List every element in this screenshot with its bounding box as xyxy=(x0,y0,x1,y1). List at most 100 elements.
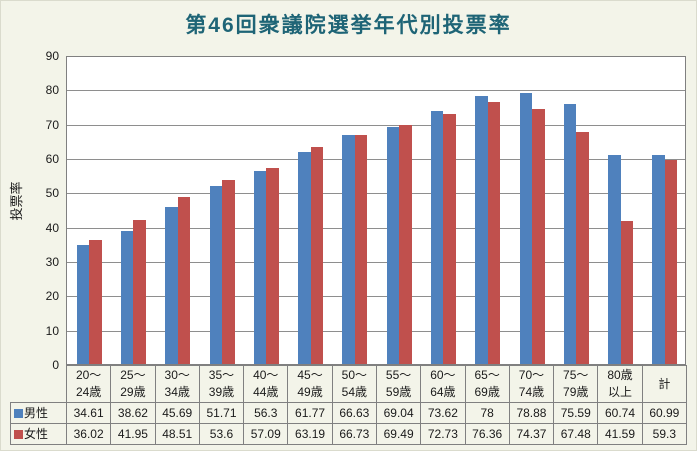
category-header-cell: 80歳 以上 xyxy=(597,365,643,403)
value-cell: 48.51 xyxy=(154,423,200,445)
value-cell: 41.95 xyxy=(110,423,156,445)
gridline xyxy=(67,193,685,195)
table-corner-cell xyxy=(11,366,67,403)
bar-female xyxy=(354,134,368,364)
bar-female xyxy=(487,101,501,364)
series-row: 男性 34.61 38.62 45.69 51.71 56.3 61.77 66.63 69.0… xyxy=(10,402,688,424)
gridline xyxy=(67,159,685,160)
bar-male xyxy=(608,155,621,364)
value-cell: 61.77 xyxy=(287,402,333,424)
bar-female xyxy=(133,219,146,364)
category-header-cell: 45〜 49歳 xyxy=(287,365,333,403)
value-cell: 41.59 xyxy=(597,423,643,445)
y-tick-label: 80 xyxy=(45,83,59,98)
y-tick-label: 40 xyxy=(45,220,59,235)
category-header-cell: 25〜 29歳 xyxy=(110,365,156,403)
value-cell: 67.48 xyxy=(553,423,599,445)
gridline xyxy=(67,90,685,92)
value-cell: 51.71 xyxy=(198,402,245,424)
bar-male xyxy=(120,231,134,364)
bar-male xyxy=(298,151,311,364)
bar-female xyxy=(177,197,191,364)
bar-male xyxy=(430,111,444,364)
y-tick-label: 70 xyxy=(45,117,59,132)
value-cell: 69.04 xyxy=(375,402,422,424)
bar-male xyxy=(563,104,577,364)
y-tick-label: 0 xyxy=(52,358,59,372)
category-header-cell: 30〜 34歳 xyxy=(154,365,200,403)
value-cell: 78 xyxy=(464,402,510,424)
bar-female xyxy=(89,240,102,364)
y-tick-label: 30 xyxy=(45,255,59,269)
bar-female xyxy=(443,114,456,364)
value-cell: 53.6 xyxy=(198,423,245,445)
value-cell: 75.59 xyxy=(553,402,599,424)
y-tick-label: 10 xyxy=(45,323,59,338)
chart-title: 第46回衆議院選挙年代別投票率 xyxy=(185,14,512,37)
value-cell: 66.63 xyxy=(331,402,377,424)
value-cell: 63.19 xyxy=(287,423,333,445)
gridline xyxy=(67,262,685,263)
value-cell: 69.49 xyxy=(375,423,422,445)
value-cell: 36.02 xyxy=(65,423,112,445)
value-cell: 72.73 xyxy=(420,423,466,445)
bar-female xyxy=(266,168,279,364)
bar-male xyxy=(342,135,355,364)
bar-female xyxy=(620,221,634,364)
gridline xyxy=(67,296,685,298)
category-header-cell: 55〜 59歳 xyxy=(375,365,422,403)
bar-female xyxy=(399,125,412,364)
bar-female xyxy=(532,108,545,364)
bar-male xyxy=(253,170,267,364)
category-header-cell: 20〜 24歳 xyxy=(65,365,112,403)
legend-cell: 女性 xyxy=(10,423,67,445)
y-tick-label: 60 xyxy=(45,152,59,166)
value-cell: 76.36 xyxy=(464,423,510,445)
y-axis-tick-labels: 90 80 70 60 50 40 30 20 10 0 xyxy=(21,1,59,401)
gridline xyxy=(67,330,685,332)
bar-male xyxy=(165,207,178,364)
category-header-cell: 70〜 74歳 xyxy=(508,365,555,403)
gridline xyxy=(67,124,685,126)
category-header-cell: 60〜 64歳 xyxy=(420,365,466,403)
category-header-cell: 40〜 44歳 xyxy=(243,365,289,403)
value-cell: 59.3 xyxy=(641,423,688,445)
category-header-cell: 35〜 39歳 xyxy=(198,365,245,403)
plot-area xyxy=(66,56,686,365)
y-tick-label: 20 xyxy=(45,289,59,304)
value-cell: 60.99 xyxy=(641,402,688,424)
value-cell: 56.3 xyxy=(243,402,289,424)
category-header-cell: 50〜 54歳 xyxy=(331,365,377,403)
bar-male xyxy=(76,245,90,364)
bar-female xyxy=(664,160,678,364)
category-header-cell: 計 xyxy=(641,365,688,403)
category-header-cell: 75〜 79歳 xyxy=(553,365,599,403)
category-header-row: 20〜 24歳 25〜 29歳 30〜 34歳 35〜 39歳 40〜 44歳 45〜 49歳 50〜 5… xyxy=(11,365,688,403)
y-tick-label: 50 xyxy=(45,186,59,201)
bar-male xyxy=(209,186,222,364)
legend-key-icon xyxy=(14,409,23,418)
value-cell: 74.37 xyxy=(508,423,555,445)
category-header-cell: 65〜 69歳 xyxy=(464,365,510,403)
series-row: 女性 36.02 41.95 48.51 53.6 57.09 63.19 66.73 69.4… xyxy=(10,423,688,445)
data-table: 20〜 24歳 25〜 29歳 30〜 34歳 35〜 39歳 40〜 44歳 45〜 49歳 50〜 5… xyxy=(10,365,688,445)
value-cell: 38.62 xyxy=(110,402,156,424)
value-cell: 78.88 xyxy=(508,402,555,424)
legend-key-icon xyxy=(14,430,23,439)
bar-female xyxy=(576,132,589,364)
value-cell: 57.09 xyxy=(243,423,289,445)
bar-female xyxy=(310,147,324,364)
value-cell: 66.73 xyxy=(331,423,377,445)
bar-male xyxy=(652,154,665,364)
value-cell: 34.61 xyxy=(65,402,112,424)
bar-male xyxy=(475,96,488,364)
bar-female xyxy=(222,179,235,364)
value-cell: 60.74 xyxy=(597,402,643,424)
bar-male xyxy=(386,126,400,364)
bar-male xyxy=(519,93,532,364)
value-cell: 45.69 xyxy=(154,402,200,424)
y-tick-label: 90 xyxy=(45,49,59,63)
gridline xyxy=(67,227,685,229)
value-cell: 73.62 xyxy=(420,402,466,424)
